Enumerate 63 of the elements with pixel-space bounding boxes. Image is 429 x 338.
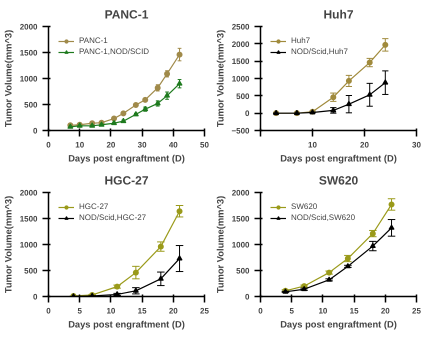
y-tick-label: 2000: [20, 188, 38, 198]
x-tick-label: 25: [200, 306, 210, 316]
legend-label: HGC-27: [79, 202, 108, 211]
x-tick-label: 0: [46, 306, 52, 316]
y-tick-label: 2000: [232, 40, 250, 49]
y-axis-title: Tumor Volume(mm^3): [216, 196, 226, 294]
legend-label: Huh7: [291, 36, 311, 45]
x-tick-label: 0: [258, 306, 264, 316]
x-tick-label: 20: [168, 306, 178, 316]
x-tick-label: 30: [412, 140, 422, 150]
y-tick-label: 1500: [20, 214, 38, 224]
y-tick-label: 500: [236, 266, 250, 276]
y-tick-label: 0: [245, 292, 250, 302]
y-tick-label: 1000: [232, 240, 250, 250]
legend-label: SW620: [291, 202, 318, 211]
y-tick-label: 0: [33, 292, 38, 302]
legend-label: PANC-1: [79, 36, 108, 45]
legend-label: NOD/Scid,SW620: [291, 213, 356, 222]
x-tick-label: 50: [200, 140, 210, 150]
y-tick-label: 0: [33, 126, 38, 136]
y-tick-label: 500: [236, 92, 250, 101]
y-tick-label: 1500: [232, 57, 250, 66]
chart-title: Huh7: [324, 8, 354, 22]
x-tick-label: 15: [138, 306, 148, 316]
y-axis-title: Tumor Volume(mm^3): [4, 196, 14, 294]
y-tick-label: 2000: [232, 188, 250, 198]
x-axis-title: Days post engraftment (D): [68, 320, 185, 330]
x-tick-label: 20: [380, 306, 390, 316]
y-tick-label: 0: [245, 109, 250, 118]
y-tick-label: 1500: [232, 214, 250, 224]
y-tick-label: 1000: [232, 74, 250, 84]
x-tick-label: 5: [77, 306, 82, 316]
x-tick-label: 40: [168, 140, 178, 150]
y-tick-label: 1000: [20, 74, 38, 84]
y-tick-label: 500: [24, 266, 38, 276]
x-tick-label: 10: [106, 306, 116, 316]
x-tick-label: 30: [138, 140, 148, 150]
legend-label: NOD/Scid,HGC-27: [79, 213, 146, 222]
x-tick-label: 10: [318, 306, 328, 316]
y-tick-label: 2000: [20, 22, 38, 32]
y-tick-label: 1000: [20, 240, 38, 250]
x-axis-title: Days post engraftment (D): [280, 320, 397, 330]
x-tick-label: 15: [350, 306, 360, 316]
x-tick-label: 0: [46, 140, 52, 150]
x-tick-label: 25: [412, 306, 422, 316]
chart-title: PANC-1: [104, 8, 149, 22]
chart-title: HGC-27: [104, 174, 149, 188]
y-tick-label: 500: [24, 100, 38, 110]
y-axis-title: Tumor Volume(mm^3): [215, 30, 226, 128]
legend-label: NOD/Scid,Huh7: [291, 47, 348, 56]
y-tick-label: 1500: [20, 48, 38, 58]
x-axis-title: Days post engraftment (D): [68, 154, 185, 164]
y-axis-title: Tumor Volume(mm^3): [4, 30, 14, 128]
y-tick-label: −500: [231, 126, 250, 136]
legend-label: PANC-1,NOD/SCID: [79, 47, 150, 56]
x-tick-label: 5: [289, 306, 294, 316]
x-tick-label: 10: [308, 140, 318, 150]
chart-title: SW620: [318, 174, 358, 188]
x-tick-label: 20: [106, 140, 116, 150]
x-tick-label: 10: [75, 140, 85, 150]
x-tick-label: 20: [360, 140, 370, 150]
x-axis-title: Days post engraftment (D): [280, 154, 397, 164]
y-tick-label: 2500: [232, 22, 250, 32]
